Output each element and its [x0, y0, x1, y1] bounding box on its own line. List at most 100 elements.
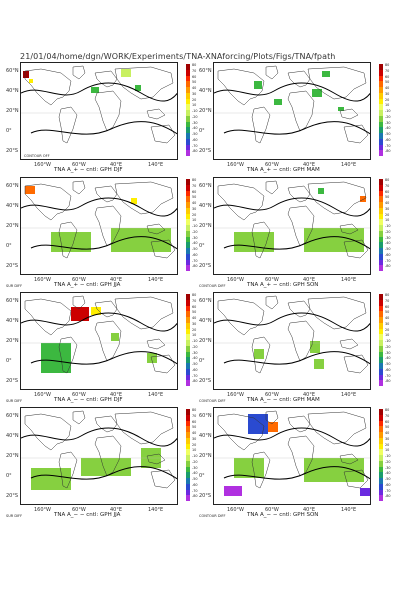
colorbar-swatch — [186, 305, 190, 312]
map-panel-r2c2: 60°N 40°N 20°N 0° 20°S 160°W 60°W 40°E 140°E TNA … — [199, 177, 391, 288]
map-plot — [20, 177, 178, 275]
colorbar-swatch — [186, 179, 190, 185]
colorbar-tick-label: 10 — [385, 218, 390, 223]
lat-tick-label: 40°N — [199, 203, 212, 209]
colorbar — [186, 294, 190, 386]
panel-caption: TNA A_+ − cntl: GPH JJA — [54, 282, 121, 288]
colorbar-swatch — [379, 64, 383, 70]
lon-tick-label: 140°E — [148, 507, 164, 513]
shaded-region — [121, 69, 131, 77]
colorbar-tick-label: 80 — [385, 178, 390, 182]
colorbar-tick-label: -10 — [385, 339, 391, 343]
colorbar-swatch — [379, 357, 383, 363]
colorbar — [379, 179, 383, 271]
lat-tick-label: 0° — [6, 243, 12, 249]
colorbar-swatch — [186, 110, 190, 116]
shaded-region — [111, 333, 119, 341]
lon-tick-label: 140°E — [148, 277, 164, 283]
lat-tick-label: 60°N — [6, 413, 19, 419]
lat-tick-label: 20°S — [199, 263, 212, 269]
corner-label: SUR DIFF — [6, 284, 23, 288]
lat-tick-label: 20°N — [6, 223, 19, 229]
colorbar-swatch — [186, 351, 190, 358]
lon-tick-label: 160°W — [227, 277, 244, 283]
colorbar-swatch — [186, 184, 190, 191]
lat-tick-label: 40°N — [6, 203, 19, 209]
colorbar-swatch — [186, 115, 190, 122]
shaded-region — [310, 341, 320, 353]
shaded-region — [135, 85, 141, 91]
colorbar-swatch — [186, 426, 190, 432]
shaded-region — [248, 414, 268, 434]
lon-tick-label: 140°E — [341, 507, 357, 513]
map-panel-r1c2: 60°N 40°N 20°N 0° 20°S 160°W 60°W 40°E 140°E TNA … — [199, 62, 391, 173]
shaded-region — [274, 99, 282, 105]
colorbar-tick-label: -80 — [192, 494, 198, 499]
colorbar-swatch — [186, 368, 190, 375]
colorbar-tick-label: -10 — [385, 109, 391, 113]
lat-tick-label: 0° — [199, 128, 205, 134]
map-panel-r4c1: 60°N 40°N 20°N 0° 20°S 160°W 60°W 40°E 140°E TNA … — [6, 407, 198, 518]
colorbar-tick-label: -80 — [385, 264, 391, 269]
shaded-region — [29, 79, 33, 83]
colorbar-tick-label: 10 — [192, 333, 197, 338]
colorbar-tick-label: -20 — [385, 229, 391, 234]
colorbar-tick-label: -30 — [385, 465, 391, 470]
lon-tick-label: 60°W — [265, 162, 279, 168]
colorbar-swatch — [379, 443, 383, 450]
colorbar-swatch — [379, 363, 383, 369]
colorbar-tick-label: -30 — [192, 350, 198, 355]
corner-label: CONTOUR DIFF — [199, 514, 226, 518]
colorbar-tick-label: -10 — [385, 454, 391, 458]
colorbar-tick-label: -20 — [385, 114, 391, 119]
colorbar-swatch — [379, 414, 383, 421]
colorbar-swatch — [186, 69, 190, 76]
colorbar-swatch — [379, 305, 383, 312]
map-panel-r3c1: 60°N 40°N 20°N 0° 20°S 160°W 60°W 40°E 140°E TNA … — [6, 292, 198, 403]
colorbar-tick-label: 30 — [192, 321, 197, 326]
colorbar-tick-label: 50 — [385, 310, 390, 315]
lon-tick-label: 60°W — [265, 507, 279, 513]
map-plot — [20, 62, 178, 160]
colorbar-tick-label: 30 — [385, 321, 390, 326]
colorbar-tick-label: -80 — [192, 264, 198, 269]
colorbar-swatch — [379, 259, 383, 266]
shaded-region — [25, 186, 35, 194]
colorbar-swatch — [379, 455, 383, 461]
colorbar-swatch — [379, 69, 383, 76]
colorbar-tick-label: -70 — [385, 488, 391, 493]
colorbar-tick-label: 60 — [192, 74, 197, 79]
colorbar-swatch — [379, 374, 383, 381]
colorbar-swatch — [379, 242, 383, 248]
colorbar-tick-label: -20 — [192, 229, 198, 234]
colorbar-tick-label: -50 — [192, 477, 198, 481]
map-panel-r4c2: 60°N 40°N 20°N 0° 20°S 160°W 60°W 40°E 140°E TNA … — [199, 407, 391, 518]
colorbar-tick-label: 20 — [385, 442, 390, 447]
colorbar-swatch — [186, 242, 190, 248]
colorbar — [379, 64, 383, 156]
lat-tick-label: 40°N — [199, 318, 212, 324]
colorbar-tick-label: -50 — [192, 247, 198, 251]
lat-tick-label: 20°S — [6, 378, 19, 384]
shaded-region — [224, 486, 242, 496]
shaded-region — [312, 89, 322, 97]
colorbar-labels: 80 70 60 50 40 30 20 10 -10 -20 -30 -40 -50 -60 -70 -80 — [385, 62, 395, 160]
colorbar-tick-label: 20 — [192, 97, 197, 102]
colorbar-swatch — [379, 213, 383, 220]
lat-tick-label: 0° — [199, 243, 205, 249]
colorbar-tick-label: -70 — [385, 143, 391, 148]
colorbar-swatch — [186, 334, 190, 340]
colorbar-tick-label: 20 — [385, 327, 390, 332]
contour-label: CONTOUR OFF — [24, 154, 50, 158]
lon-tick-label: 60°W — [265, 277, 279, 283]
lon-tick-label: 40°E — [303, 392, 316, 398]
colorbar-swatch — [186, 87, 190, 93]
colorbar-swatch — [186, 495, 190, 501]
shaded-region — [31, 468, 71, 490]
colorbar-swatch — [379, 449, 383, 455]
lon-tick-label: 160°W — [34, 162, 51, 168]
lat-tick-label: 0° — [199, 473, 205, 479]
colorbar-swatch — [186, 483, 190, 490]
lon-tick-label: 140°E — [341, 392, 357, 398]
colorbar-swatch — [186, 230, 190, 237]
